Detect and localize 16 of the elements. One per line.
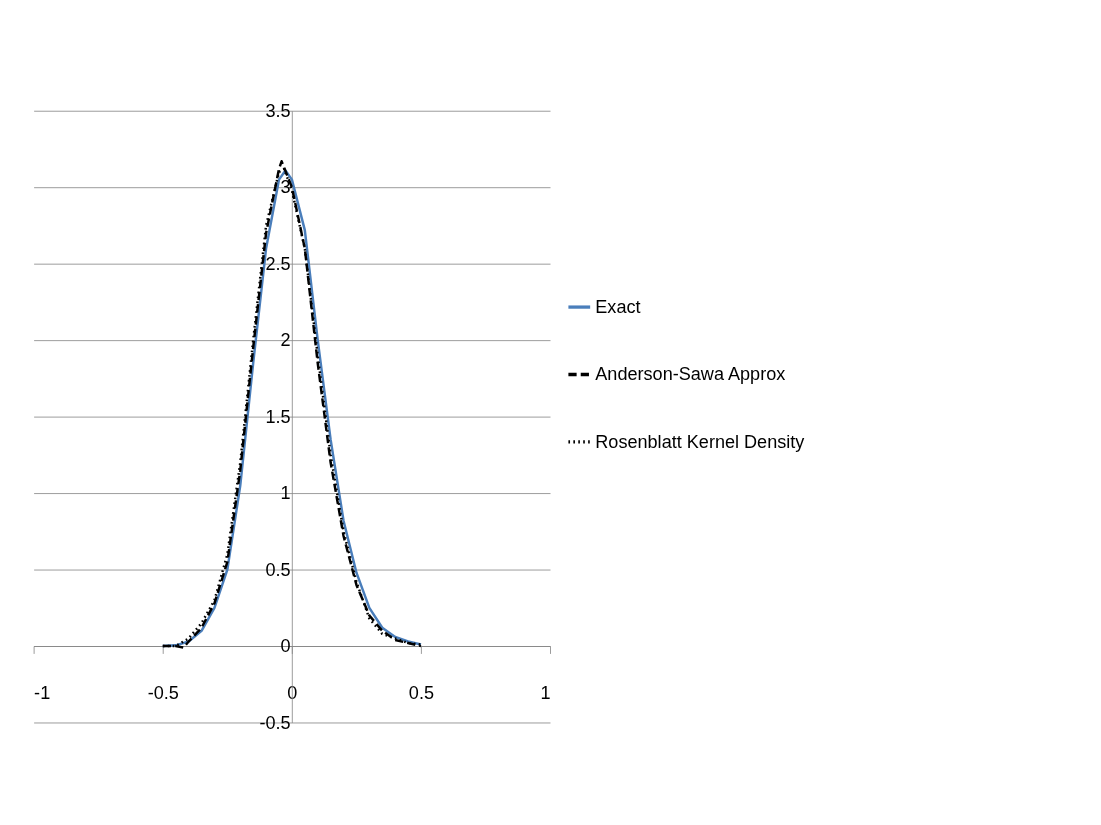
legend-label: Anderson-Sawa Approx [595,364,786,385]
y-tick-label: 0 [280,636,291,657]
y-tick-label: 1.5 [265,406,291,427]
x-tick-label: -0.5 [147,683,179,704]
x-tick-label: 0.5 [408,683,434,704]
y-tick-label: 2 [280,330,291,351]
y-tick-label: 1 [280,483,291,504]
y-tick-label: 2.5 [265,253,291,274]
x-tick-label: -1 [34,683,51,704]
x-tick-label: 1 [540,683,551,704]
legend-label: Rosenblatt Kernel Density [595,431,805,452]
legend-label: Exact [595,296,641,317]
y-tick-label: -0.5 [259,712,291,733]
y-tick-label: 3 [280,177,291,198]
y-tick-label: 0.5 [265,559,291,580]
y-tick-label: 3.5 [265,100,291,121]
